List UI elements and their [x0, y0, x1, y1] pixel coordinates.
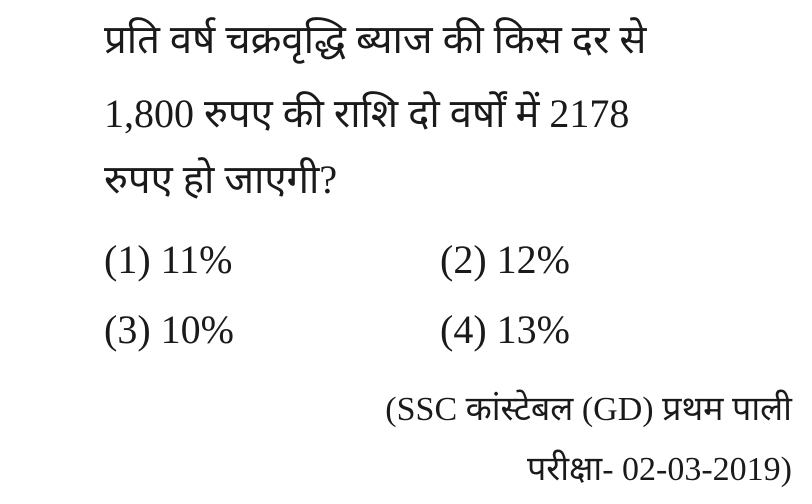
option-1: (1) 11%: [104, 237, 233, 282]
option-4: (4) 13%: [440, 307, 570, 352]
option-3: (3) 10%: [104, 307, 234, 352]
question-line-1: प्रति वर्ष चक्रवृद्धि ब्याज की किस दर से: [104, 17, 647, 62]
source-line-2: परीक्षा- 02-03-2019): [527, 451, 792, 488]
source-line-1: (SSC कांस्टेबल (GD) प्रथम पाली: [385, 391, 792, 428]
question-line-3: रुपए हो जाएगी?: [104, 157, 338, 202]
option-2: (2) 12%: [440, 237, 570, 282]
question-line-2: 1,800 रुपए की राशि दो वर्षों में 2178: [104, 91, 630, 136]
